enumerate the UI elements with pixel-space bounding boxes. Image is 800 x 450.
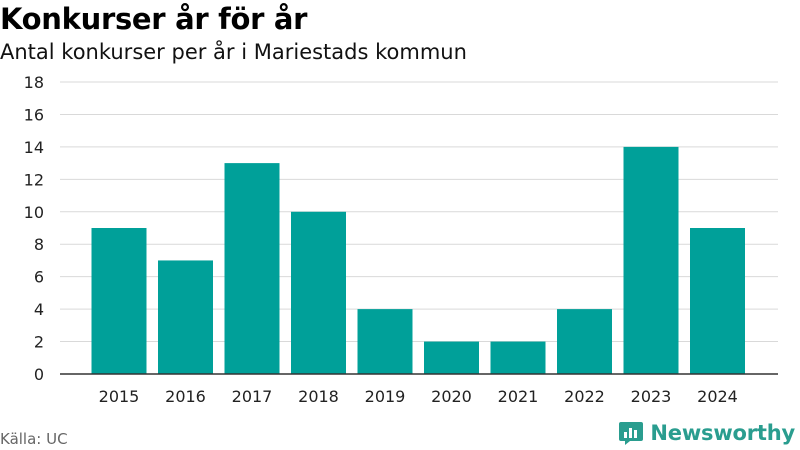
bar xyxy=(623,146,679,374)
y-tick-label: 4 xyxy=(34,300,44,319)
bar xyxy=(424,341,479,374)
brand-logo: Newsworthy xyxy=(618,420,795,446)
bar xyxy=(224,163,280,374)
y-tick-label: 0 xyxy=(34,365,44,384)
y-tick-label: 16 xyxy=(24,105,44,124)
x-tick-label: 2022 xyxy=(564,387,605,406)
bar xyxy=(291,211,346,374)
bar xyxy=(557,309,612,374)
y-tick-label: 6 xyxy=(34,268,44,287)
bar xyxy=(690,228,745,374)
y-tick-label: 10 xyxy=(24,203,44,222)
y-tick-label: 8 xyxy=(34,235,44,254)
bars xyxy=(91,146,745,374)
x-tick-label: 2018 xyxy=(298,387,339,406)
bar xyxy=(357,309,413,374)
bar xyxy=(490,341,546,374)
chart-subtitle: Antal konkurser per år i Mariestads komm… xyxy=(0,40,467,64)
brand-name: Newsworthy xyxy=(650,421,795,445)
y-tick-label: 2 xyxy=(34,333,44,352)
bar xyxy=(158,260,213,374)
x-tick-label: 2017 xyxy=(232,387,273,406)
chart-title: Konkurser år för år xyxy=(0,2,308,36)
source-note: Källa: UC xyxy=(0,430,68,448)
x-tick-label: 2020 xyxy=(431,387,472,406)
y-tick-label: 14 xyxy=(24,138,44,157)
x-tick-label: 2023 xyxy=(631,387,672,406)
x-tick-label: 2016 xyxy=(165,387,206,406)
y-tick-label: 18 xyxy=(24,73,44,92)
x-tick-label: 2024 xyxy=(697,387,738,406)
axes: 0 2 4 6 8 10 12 14 16 18 2015 2016 2017 2018 2019 2020 2… xyxy=(24,73,778,406)
bar xyxy=(91,228,147,374)
x-tick-label: 2021 xyxy=(498,387,539,406)
y-tick-label: 12 xyxy=(24,170,44,189)
x-tick-label: 2015 xyxy=(99,387,140,406)
x-tick-label: 2019 xyxy=(365,387,406,406)
newsworthy-logo-icon xyxy=(619,422,644,445)
